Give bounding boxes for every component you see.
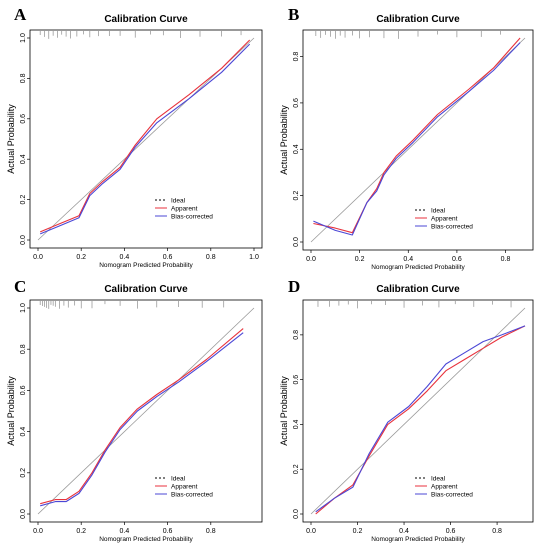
y-tick-label: 0.8 [20, 344, 27, 354]
plot-frame [302, 299, 534, 523]
panel-label: C [14, 277, 26, 296]
y-tick-label: 0.6 [20, 114, 27, 124]
legend-label: Ideal [431, 207, 446, 214]
panel-c: C Calibration Curve 0.0 0.2 0.4 0.6 0.8 0.0 0.2 0… [6, 277, 263, 543]
chart-title: Calibration Curve [104, 284, 188, 295]
x-axis-label: Nomogram Predicted Probability [371, 536, 465, 543]
y-tick-label: 0.2 [293, 191, 300, 201]
y-tick-label: 0.6 [293, 98, 300, 108]
legend-label: Ideal [171, 197, 186, 204]
legend-label: Bias-corrected [171, 491, 213, 498]
x-tick-label: 0.0 [306, 256, 316, 263]
legend-label: Bias-corrected [431, 491, 473, 498]
y-tick-label: 1.0 [20, 33, 27, 43]
legend-label: Ideal [431, 475, 446, 482]
x-axis-label: Nomogram Predicted Probability [99, 536, 193, 543]
y-tick-label: 0.0 [20, 509, 27, 519]
panel-a: A Calibration Curve 0.0 0.2 0.4 0.6 0.8 1.0 0.0 0… [6, 5, 263, 269]
series-bias-corrected [315, 325, 526, 513]
legend-label: Bias-corrected [171, 213, 213, 220]
y-axis-label: Actual Probability [6, 376, 16, 446]
plot-frame [302, 29, 534, 251]
y-tick-label: 0.4 [293, 144, 300, 154]
x-tick-label: 0.4 [403, 256, 413, 263]
x-tick-label: 0.0 [306, 528, 316, 535]
y-tick-label: 0.8 [293, 330, 300, 340]
x-axis-label: Nomogram Predicted Probability [99, 262, 193, 269]
x-tick-label: 0.2 [76, 254, 86, 261]
x-axis-label: Nomogram Predicted Probability [371, 264, 465, 271]
y-tick-label: 0.6 [20, 385, 27, 395]
y-axis-label: Actual Probability [279, 105, 289, 175]
x-tick-label: 0.6 [452, 256, 462, 263]
y-tick-label: 0.6 [293, 375, 300, 385]
plot-frame [29, 299, 263, 523]
x-tick-label: 0.6 [446, 528, 456, 535]
series-bias-corrected [39, 43, 251, 235]
x-tick-label: 0.4 [120, 254, 130, 261]
x-tick-label: 0.0 [33, 528, 43, 535]
x-tick-label: 0.2 [355, 256, 365, 263]
y-tick-label: 0.0 [293, 237, 300, 247]
x-tick-label: 0.2 [76, 528, 86, 535]
x-tick-label: 0.8 [492, 528, 502, 535]
ideal-line [37, 307, 255, 515]
series-apparent [315, 325, 526, 515]
y-tick-label: 0.0 [293, 509, 300, 519]
x-tick-label: 0.8 [501, 256, 511, 263]
x-tick-label: 0.6 [163, 254, 173, 261]
y-tick-label: 0.2 [293, 464, 300, 474]
legend-label: Apparent [171, 483, 198, 490]
y-tick-label: 0.8 [20, 73, 27, 83]
panel-d: D Calibration Curve 0.0 0.2 0.4 0.6 0.8 0.0 0.2 0… [279, 277, 534, 543]
series-apparent [40, 328, 244, 505]
x-tick-label: 0.8 [206, 528, 216, 535]
y-tick-label: 0.2 [20, 195, 27, 205]
x-tick-label: 0.6 [163, 528, 173, 535]
chart-title: Calibration Curve [376, 14, 460, 25]
legend-label: Apparent [431, 483, 458, 490]
plot-frame [29, 29, 263, 249]
y-tick-label: 0.8 [293, 52, 300, 62]
x-tick-label: 1.0 [249, 254, 259, 261]
ideal-line [310, 307, 526, 515]
panel-label: D [288, 277, 300, 296]
x-tick-label: 0.2 [353, 528, 363, 535]
panel-b: B Calibration Curve 0.0 0.2 0.4 0.6 0.8 0.0 0.2 0… [279, 5, 534, 271]
series-apparent [39, 39, 251, 233]
chart-title: Calibration Curve [104, 14, 188, 25]
y-tick-label: 0.4 [20, 427, 27, 437]
y-tick-label: 0.4 [293, 419, 300, 429]
x-tick-label: 0.4 [120, 528, 130, 535]
series-apparent [313, 37, 521, 234]
chart-title: Calibration Curve [376, 284, 460, 295]
x-tick-label: 0.8 [206, 254, 216, 261]
y-tick-label: 0.2 [20, 468, 27, 478]
x-tick-label: 0.0 [33, 254, 43, 261]
panel-label: A [14, 5, 27, 24]
legend-label: Bias-corrected [431, 223, 473, 230]
y-axis-label: Actual Probability [6, 104, 16, 174]
legend-label: Apparent [171, 205, 198, 212]
panel-label: B [288, 5, 299, 24]
series-bias-corrected [313, 42, 521, 236]
y-tick-label: 0.0 [20, 235, 27, 245]
y-tick-label: 0.4 [20, 154, 27, 164]
series-bias-corrected [40, 332, 244, 507]
legend-label: Apparent [431, 215, 458, 222]
x-tick-label: 0.4 [399, 528, 409, 535]
y-tick-label: 1.0 [20, 303, 27, 313]
y-axis-label: Actual Probability [279, 376, 289, 446]
legend-label: Ideal [171, 475, 186, 482]
